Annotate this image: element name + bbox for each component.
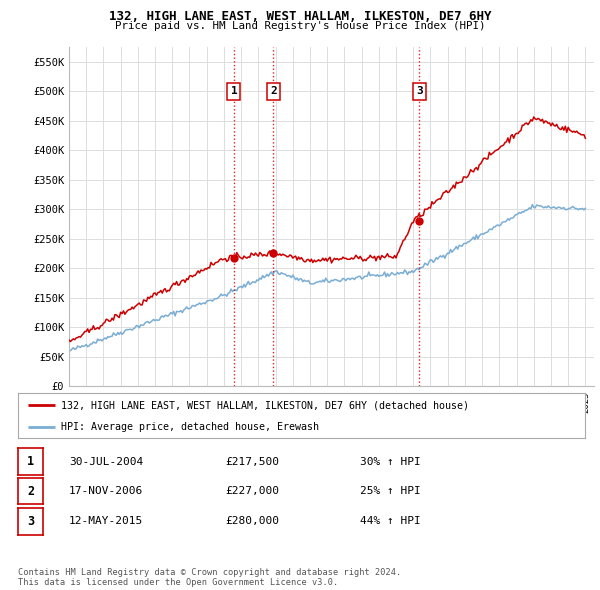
- Text: £227,000: £227,000: [225, 486, 279, 496]
- Text: 30-JUL-2004: 30-JUL-2004: [69, 457, 143, 467]
- Text: £217,500: £217,500: [225, 457, 279, 467]
- Text: 3: 3: [27, 514, 34, 528]
- Text: HPI: Average price, detached house, Erewash: HPI: Average price, detached house, Erew…: [61, 422, 319, 431]
- Text: 44% ↑ HPI: 44% ↑ HPI: [360, 516, 421, 526]
- Text: 132, HIGH LANE EAST, WEST HALLAM, ILKESTON, DE7 6HY: 132, HIGH LANE EAST, WEST HALLAM, ILKEST…: [109, 10, 491, 23]
- Text: £280,000: £280,000: [225, 516, 279, 526]
- Text: 1: 1: [27, 455, 34, 468]
- Text: 12-MAY-2015: 12-MAY-2015: [69, 516, 143, 526]
- Text: 132, HIGH LANE EAST, WEST HALLAM, ILKESTON, DE7 6HY (detached house): 132, HIGH LANE EAST, WEST HALLAM, ILKEST…: [61, 400, 469, 410]
- Text: 17-NOV-2006: 17-NOV-2006: [69, 486, 143, 496]
- Text: 3: 3: [416, 87, 423, 96]
- Text: Price paid vs. HM Land Registry's House Price Index (HPI): Price paid vs. HM Land Registry's House …: [115, 21, 485, 31]
- Text: 25% ↑ HPI: 25% ↑ HPI: [360, 486, 421, 496]
- Text: Contains HM Land Registry data © Crown copyright and database right 2024.
This d: Contains HM Land Registry data © Crown c…: [18, 568, 401, 587]
- Text: 30% ↑ HPI: 30% ↑ HPI: [360, 457, 421, 467]
- Text: 2: 2: [270, 87, 277, 96]
- Text: 1: 1: [230, 87, 237, 96]
- Text: 2: 2: [27, 484, 34, 498]
